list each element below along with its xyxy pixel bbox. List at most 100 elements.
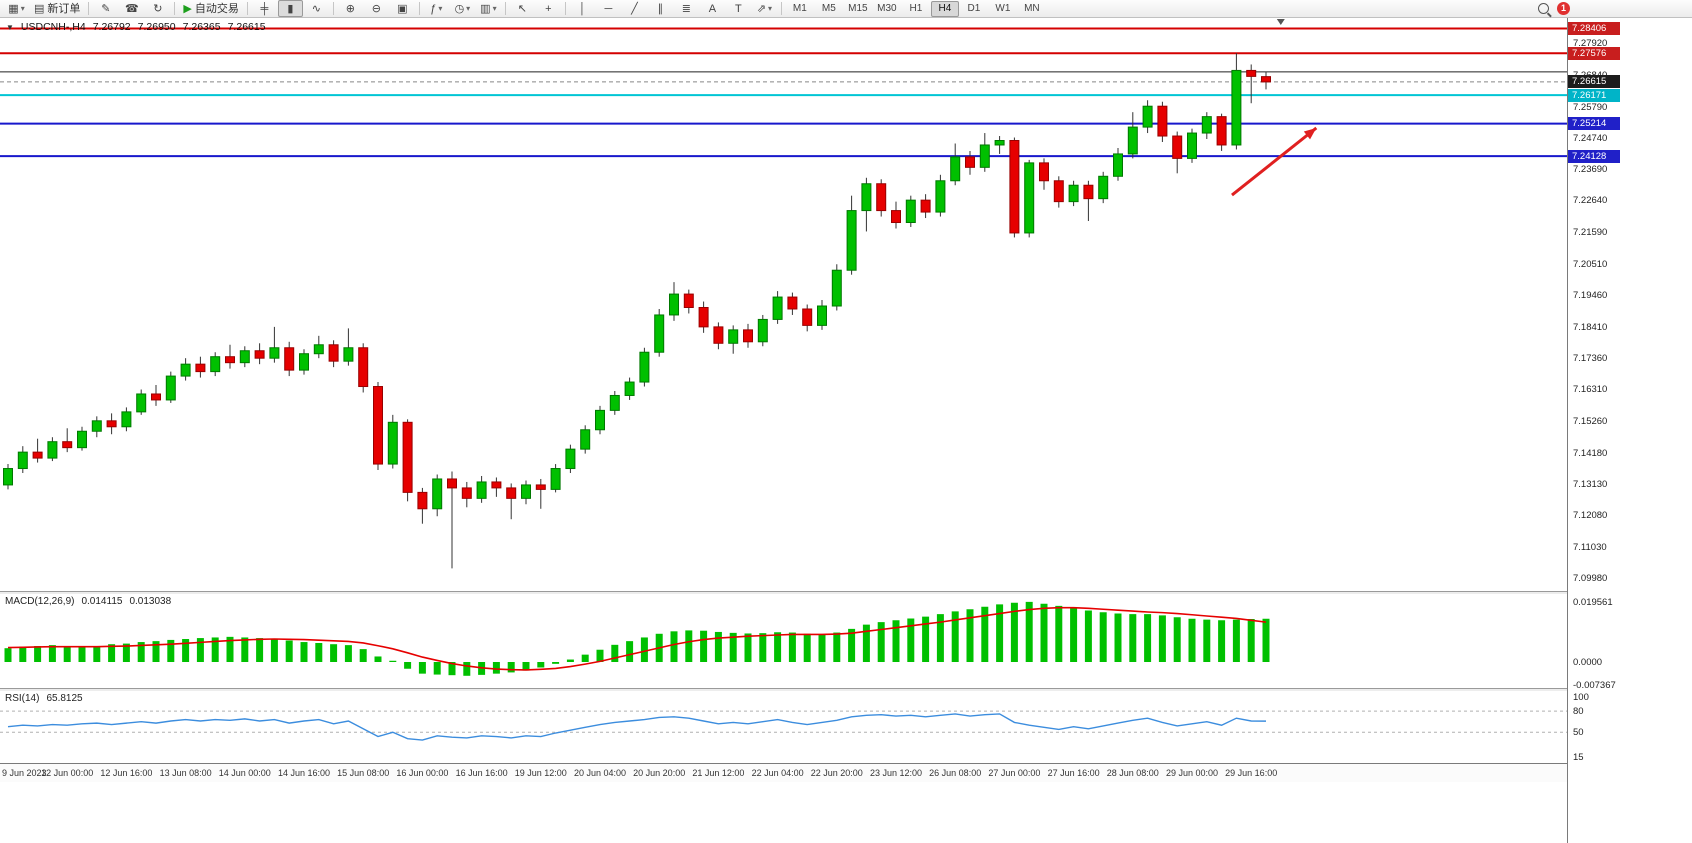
timeframe-m30-button[interactable]: M30 — [877, 3, 897, 14]
crosshair-button[interactable]: + — [536, 0, 561, 17]
chart-window: ▼ USDCNH-,H4 7.26792 7.26950 7.26365 7.2… — [0, 18, 1692, 843]
timeframe-h4-button[interactable]: H4 — [930, 0, 959, 17]
bar-chart-button[interactable]: ╪ — [252, 0, 277, 17]
panel-splitter[interactable] — [0, 688, 1567, 691]
toolbar-separator — [504, 2, 506, 15]
candle — [151, 393, 161, 401]
quill-icon[interactable]: ✎ — [93, 0, 118, 17]
periods-button[interactable]: ◷ ▾ — [450, 0, 475, 17]
open-value: 7.26792 — [92, 21, 131, 33]
timeframe-m5-button[interactable]: M5 — [821, 3, 836, 14]
price-chart[interactable] — [0, 18, 1567, 591]
time-axis-label: 13 Jun 08:00 — [159, 768, 212, 778]
zoom-out-button[interactable]: ⊖ — [364, 0, 389, 17]
timeframe-w1-button[interactable]: W1 — [995, 3, 1011, 14]
candle — [669, 293, 679, 316]
candle — [1157, 105, 1168, 137]
candle — [254, 350, 265, 359]
price-axis-tick: 7.11030 — [1573, 541, 1607, 553]
text-button[interactable]: A — [700, 0, 725, 17]
zoom-in-button[interactable]: ⊕ — [338, 0, 363, 17]
chevron-down-icon: ▾ — [767, 3, 772, 13]
timeframe-d1-button[interactable]: D1 — [967, 3, 981, 14]
timeframe-mn-button[interactable]: MN — [1024, 3, 1040, 14]
rsi-panel[interactable] — [0, 691, 1567, 763]
fibonacci-button[interactable]: ≣ — [674, 0, 699, 17]
indicators-button[interactable]: ƒ ▾ — [424, 0, 449, 17]
candle — [802, 308, 813, 326]
vertical-line-button[interactable]: │ — [570, 0, 595, 17]
candle — [284, 347, 295, 371]
horizontal-line-button[interactable]: ─ — [596, 0, 621, 17]
time-axis-label: 26 Jun 08:00 — [929, 768, 982, 778]
templates-button[interactable]: ▥ ▾ — [476, 0, 501, 17]
candle — [595, 409, 605, 431]
time-axis-label: 15 Jun 08:00 — [337, 768, 390, 778]
candle — [521, 484, 531, 499]
candle — [1231, 69, 1242, 146]
time-axis-label: 16 Jun 00:00 — [396, 768, 449, 778]
new-chart-button[interactable]: ▦ ▾ — [4, 0, 29, 17]
refresh-icon-icon: ↻ — [153, 2, 163, 15]
autotrading-button-label: 自动交易 — [194, 2, 239, 15]
macd-signal-line — [7, 606, 1267, 671]
new-order-button-label: 新订单 — [47, 2, 81, 15]
channel-button[interactable]: ∥ — [648, 0, 673, 17]
timeframe-h1-button[interactable]: H1 — [909, 3, 923, 14]
candle — [417, 491, 428, 510]
candle — [195, 363, 206, 373]
candle — [580, 429, 591, 450]
macd-signal-value: 0.013038 — [129, 596, 172, 607]
candle — [239, 350, 250, 364]
search-icon[interactable] — [1538, 3, 1549, 14]
candle — [787, 296, 798, 310]
candle — [1083, 184, 1094, 200]
time-axis-label: 22 Jun 04:00 — [751, 768, 804, 778]
panel-splitter[interactable] — [0, 591, 1567, 594]
candle — [1201, 116, 1212, 134]
timeframe-m1-button[interactable]: M1 — [792, 3, 807, 14]
candle — [609, 394, 620, 411]
time-axis-label: 9 Jun 2023 — [2, 768, 47, 778]
rsi-axis-tick: 80 — [1573, 706, 1584, 718]
autotrading-button[interactable]: ▶ 自动交易 — [179, 0, 242, 17]
candle — [772, 296, 783, 320]
autotrading-icon: ▶ — [183, 2, 192, 15]
macd-panel[interactable] — [0, 594, 1567, 688]
time-axis-label: 16 Jun 16:00 — [455, 768, 508, 778]
candlestick-button[interactable]: ▮ — [277, 0, 303, 17]
chevron-down-icon: ▾ — [466, 3, 471, 13]
notification-badge[interactable]: 1 — [1557, 2, 1570, 15]
candle — [920, 199, 931, 213]
chart-ohlc-header: ▼ USDCNH-,H4 7.26792 7.26950 7.26365 7.2… — [6, 21, 266, 33]
candle — [77, 430, 87, 449]
candle — [373, 386, 383, 465]
candle — [1113, 153, 1123, 177]
arrows-button[interactable]: ⇗ ▾ — [752, 0, 777, 17]
community-icon-icon: ☎ — [125, 2, 139, 15]
label-button[interactable]: T — [726, 0, 751, 17]
community-icon[interactable]: ☎ — [119, 0, 144, 17]
time-axis-label: 14 Jun 16:00 — [277, 768, 331, 778]
chart-shift-marker[interactable] — [1276, 19, 1285, 25]
time-axis-label: 20 Jun 20:00 — [633, 768, 686, 778]
line-chart-icon: ∿ — [311, 2, 321, 15]
chevron-down-icon[interactable]: ▼ — [6, 22, 14, 32]
tile-windows-button[interactable]: ▣ — [390, 0, 415, 17]
candle — [876, 183, 887, 212]
trendline-button[interactable]: ╱ — [622, 0, 647, 17]
cursor-button[interactable]: ↖ — [510, 0, 535, 17]
rsi-axis-tick: 50 — [1573, 727, 1584, 739]
candle — [121, 411, 132, 428]
line-chart-button[interactable]: ∿ — [304, 0, 329, 17]
price-axis[interactable]: 7.279207.268407.257907.247407.236907.226… — [1567, 18, 1692, 843]
price-axis-tick: 7.12080 — [1573, 510, 1608, 522]
timeframe-m15-button[interactable]: M15 — [848, 3, 868, 14]
zoom-in-icon: ⊕ — [345, 2, 355, 15]
candle — [225, 356, 235, 364]
crosshair-icon: + — [545, 2, 552, 15]
refresh-icon[interactable]: ↻ — [145, 0, 170, 17]
trend-arrow-annotation[interactable] — [1231, 126, 1318, 197]
new-order-button[interactable]: ▤ 新订单 — [30, 0, 84, 17]
time-axis[interactable]: 9 Jun 2023 12 Jun 00:00 12 Jun 16:00 13 Jun… — [0, 763, 1567, 782]
